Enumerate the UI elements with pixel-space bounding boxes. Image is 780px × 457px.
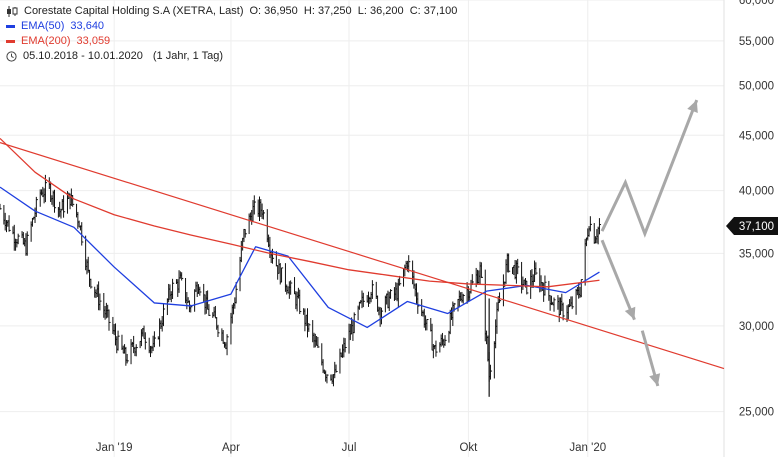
ema200-value: 33,059 <box>76 35 111 47</box>
ema200-label: EMA(200) <box>21 35 71 47</box>
arrow-up-shaft <box>600 99 699 238</box>
date-range: 05.10.2018 - 10.01.2020 <box>23 50 143 62</box>
arrow-down-shaft <box>600 239 636 321</box>
y-tick-label: 40,000 <box>739 186 774 198</box>
ohlc-values: O: 36,950 H: 37,250 L: 36,200 C: 37,100 <box>249 5 458 17</box>
x-tick-label: Jan '20 <box>569 442 606 454</box>
x-tick-label: Okt <box>459 442 478 454</box>
ema50-label: EMA(50) <box>21 20 65 32</box>
instrument-name: Corestate Capital Holding S.A (XETRA, La… <box>24 5 244 17</box>
chart-header: Corestate Capital Holding S.A (XETRA, La… <box>6 5 457 62</box>
clock-icon <box>6 50 17 62</box>
ema200-swatch <box>6 39 15 43</box>
x-tick-label: Jul <box>342 442 357 454</box>
y-tick-label: 25,000 <box>739 407 774 419</box>
ema50-line <box>0 186 600 329</box>
x-tick-label: Jan '19 <box>96 442 133 454</box>
candlestick-icon <box>7 5 18 17</box>
arrow-down-head <box>649 373 661 387</box>
last-price-badge <box>726 217 778 236</box>
y-tick-label: 60,000 <box>739 0 774 7</box>
y-tick-label: 50,000 <box>739 81 774 93</box>
y-tick-label: 30,000 <box>739 321 774 333</box>
ema200-line <box>0 137 600 288</box>
y-tick-label: 55,000 <box>739 36 774 48</box>
arrow-up-head <box>687 100 698 114</box>
period-label: (1 Jahr, 1 Tag) <box>152 50 224 62</box>
last-price-label: 37,100 <box>739 221 774 233</box>
trendline-line <box>0 142 725 370</box>
x-tick-label: Apr <box>222 442 240 454</box>
y-tick-label: 45,000 <box>739 130 774 142</box>
arrow-down-head <box>624 306 636 320</box>
ema50-value: 33,640 <box>70 20 105 32</box>
ema50-swatch <box>6 24 15 28</box>
y-tick-label: 35,000 <box>739 248 774 260</box>
